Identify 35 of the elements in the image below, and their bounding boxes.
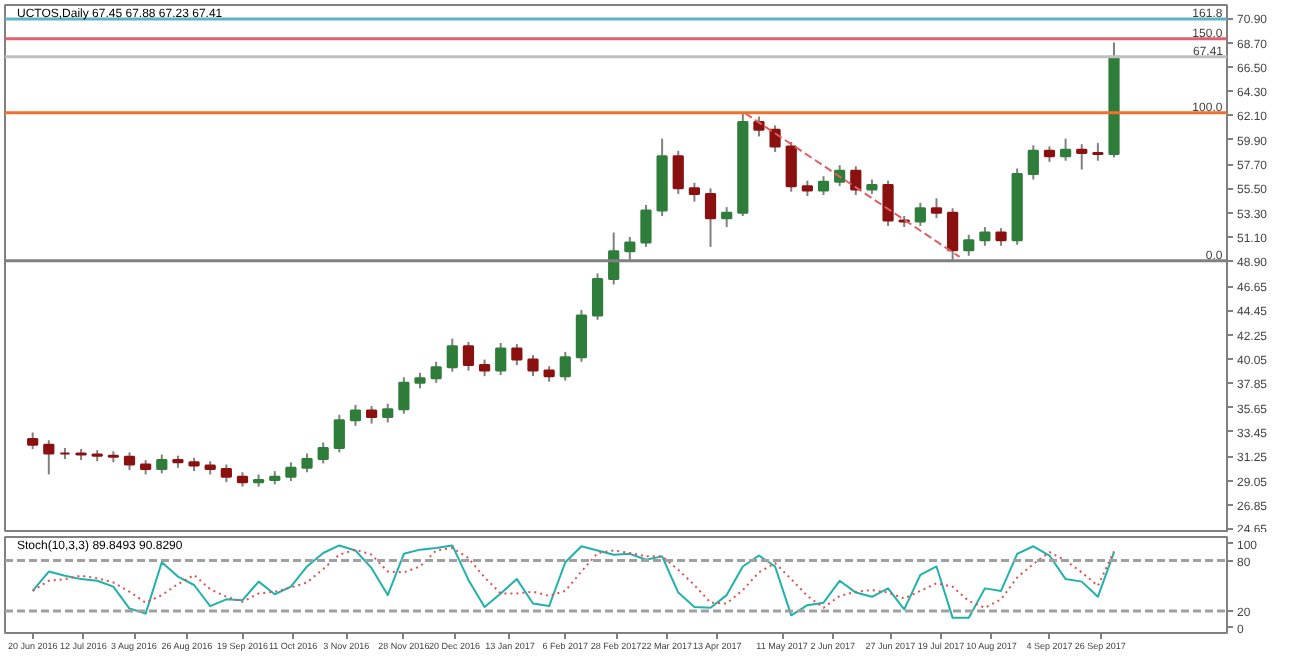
candlestick: [382, 402, 394, 424]
candlestick: [446, 337, 458, 373]
candlestick: [721, 206, 733, 229]
candlestick: [462, 340, 475, 372]
candlestick: [817, 175, 830, 196]
candlestick: [495, 342, 507, 377]
candlestick: [285, 461, 297, 483]
candlestick: [527, 354, 539, 378]
candlestick: [430, 360, 442, 384]
candlestick: [398, 376, 410, 415]
candlestick: [930, 197, 943, 220]
candlestick: [640, 203, 652, 248]
candlestick: [979, 226, 991, 247]
candlestick: [301, 452, 313, 474]
candlestick: [882, 179, 894, 227]
candlestick: [769, 124, 781, 153]
candlestick: [1059, 137, 1072, 162]
candlestick: [850, 165, 862, 196]
candlestick: [317, 441, 329, 465]
candlestick: [156, 453, 168, 475]
candlestick: [559, 350, 571, 382]
candlestick: [688, 181, 700, 203]
candlestick: [1027, 144, 1039, 181]
candlestick: [914, 201, 926, 227]
candlestick: [333, 413, 345, 454]
candlestick: [785, 140, 797, 193]
candlestick: [43, 439, 55, 476]
candlestick: [591, 272, 604, 321]
candlestick: [1076, 143, 1088, 171]
candlestick: [753, 115, 765, 138]
candlestick: [349, 403, 362, 427]
candlestick: [511, 343, 523, 367]
candlestick: [575, 308, 588, 363]
candlestick: [704, 187, 717, 248]
candlestick: [672, 149, 684, 195]
